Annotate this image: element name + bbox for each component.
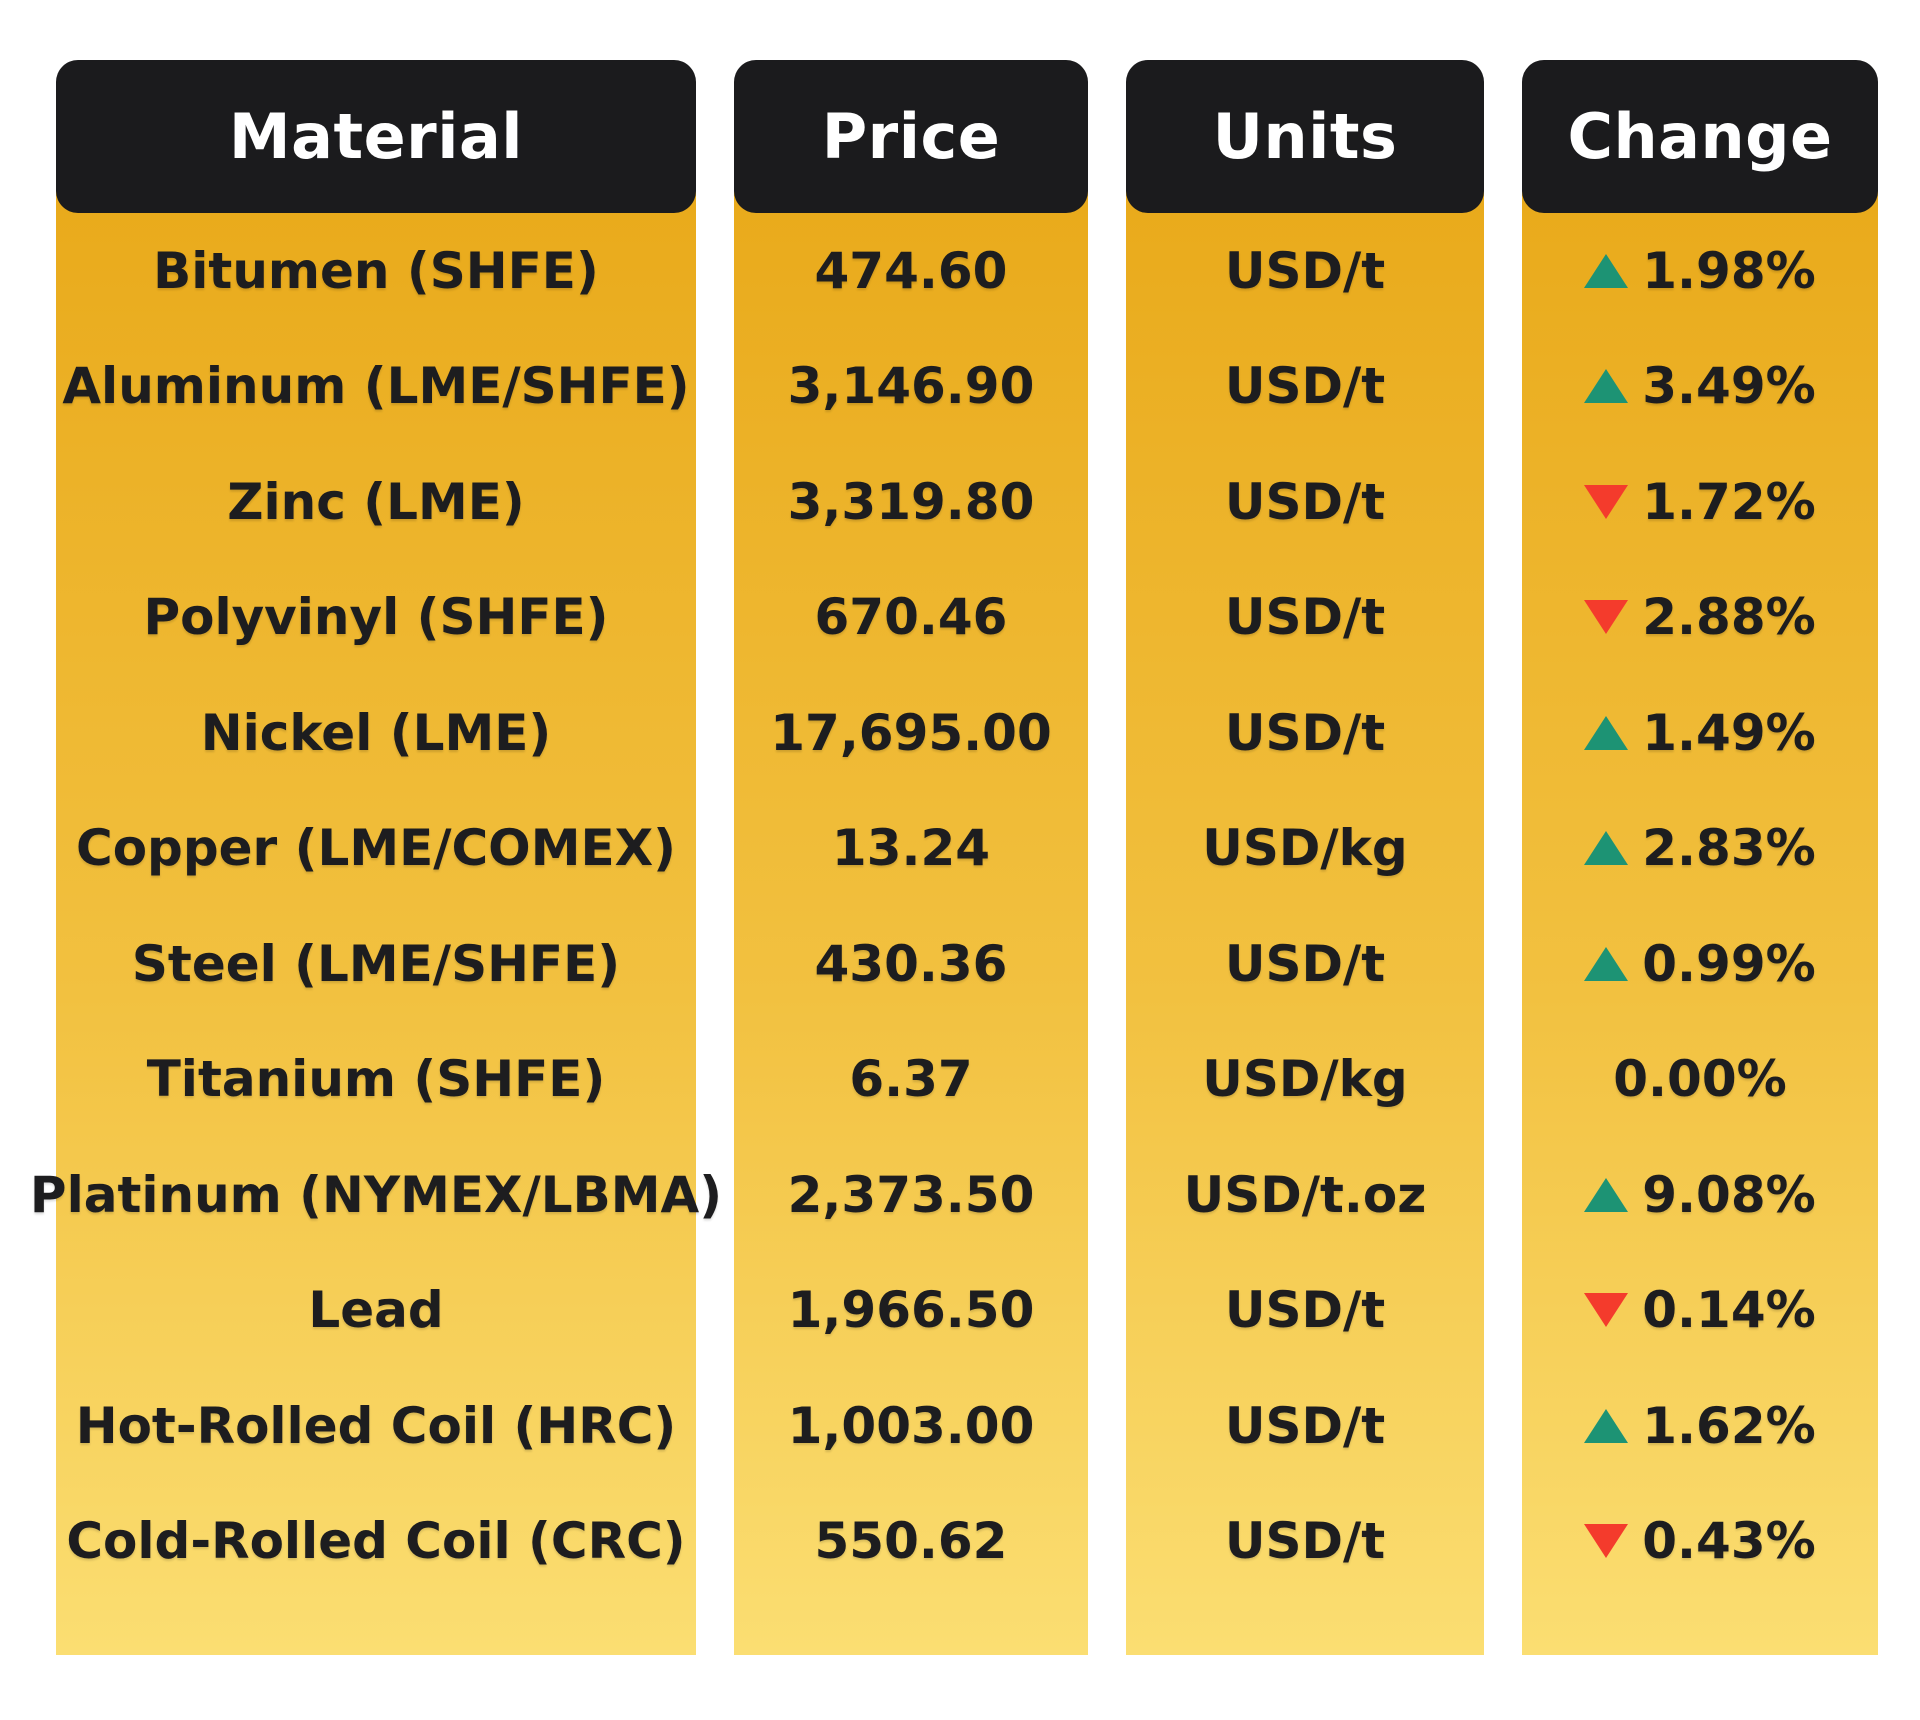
up-arrow-icon <box>1584 946 1629 981</box>
up-arrow-icon <box>1584 369 1629 404</box>
change-value: 1.62% <box>1642 1396 1816 1455</box>
column-body-price: 474.60 3,146.90 3,319.80 670.46 17,695.00 13.… <box>734 191 1088 1655</box>
change-cell: 2.88% <box>1522 560 1878 676</box>
units-cell: USD/t <box>1224 703 1386 762</box>
column-body-material: Bitumen (SHFE) Aluminum (LME/SHFE) Zinc (L… <box>29 191 723 1655</box>
column-header-price-label: Price <box>821 100 1001 173</box>
units-cell: USD/t <box>1224 1396 1386 1455</box>
material-cell: Bitumen (SHFE) <box>153 241 599 300</box>
change-value: 9.08% <box>1642 1165 1816 1224</box>
units-cell: USD/t <box>1224 934 1386 993</box>
units-cell: USD/t.oz <box>1183 1165 1427 1224</box>
price-cell: 1,003.00 <box>787 1396 1035 1455</box>
down-arrow-icon <box>1584 1524 1629 1559</box>
column-header-change-label: Change <box>1567 100 1833 173</box>
material-cell: Lead <box>308 1281 444 1340</box>
units-cell: USD/t <box>1224 241 1386 300</box>
material-cell: Nickel (LME) <box>200 703 552 762</box>
change-cell: 3.49% <box>1522 329 1878 445</box>
material-cell: Cold-Rolled Coil (CRC) <box>66 1512 686 1571</box>
material-cell: Titanium (SHFE) <box>146 1050 606 1109</box>
change-cell: 0.00% <box>1522 1022 1878 1138</box>
change-cell: 0.99% <box>1522 906 1878 1022</box>
change-cell: 1.49% <box>1522 675 1878 791</box>
units-cell: USD/t <box>1224 1281 1386 1340</box>
units-cell: USD/t <box>1224 588 1386 647</box>
column-header-material-label: Material <box>228 100 524 173</box>
change-value: 2.83% <box>1642 819 1816 878</box>
change-value: 0.00% <box>1613 1050 1787 1109</box>
down-arrow-icon <box>1584 484 1629 519</box>
price-cell: 13.24 <box>831 819 991 878</box>
material-cell: Steel (LME/SHFE) <box>131 934 621 993</box>
column-price: Price 474.60 3,146.90 3,319.80 670.46 17,695… <box>734 60 1088 1655</box>
column-change: Change 1.98% 3.49% 1.72% 2.88% 1.49% 2.83% 0.9… <box>1522 60 1878 1655</box>
change-value: 1.98% <box>1642 241 1816 300</box>
price-cell: 3,146.90 <box>787 357 1035 416</box>
column-header-material: Material <box>56 60 696 213</box>
price-cell: 2,373.50 <box>787 1165 1035 1224</box>
up-arrow-icon <box>1584 831 1629 866</box>
up-arrow-icon <box>1584 253 1629 288</box>
change-value: 3.49% <box>1642 357 1816 416</box>
price-cell: 3,319.80 <box>787 472 1035 531</box>
material-cell: Hot-Rolled Coil (HRC) <box>75 1396 677 1455</box>
price-cell: 1,966.50 <box>787 1281 1035 1340</box>
down-arrow-icon <box>1584 1293 1629 1328</box>
units-cell: USD/t <box>1224 1512 1386 1571</box>
units-cell: USD/t <box>1224 472 1386 531</box>
change-value: 1.49% <box>1642 703 1816 762</box>
down-arrow-icon <box>1584 600 1629 635</box>
change-value: 0.99% <box>1642 934 1816 993</box>
change-value: 0.14% <box>1642 1281 1816 1340</box>
column-body-change: 1.98% 3.49% 1.72% 2.88% 1.49% 2.83% 0.99% 0.00%… <box>1522 191 1878 1655</box>
change-value: 2.88% <box>1642 588 1816 647</box>
column-body-units: USD/t USD/t USD/t USD/t USD/t USD/kg USD/t USD/… <box>1126 191 1484 1655</box>
units-cell: USD/t <box>1224 357 1386 416</box>
change-cell: 1.72% <box>1522 444 1878 560</box>
material-cell: Aluminum (LME/SHFE) <box>62 357 690 416</box>
price-cell: 17,695.00 <box>770 703 1052 762</box>
column-header-change: Change <box>1522 60 1878 213</box>
change-cell: 9.08% <box>1522 1137 1878 1253</box>
material-cell: Copper (LME/COMEX) <box>76 819 676 878</box>
units-cell: USD/kg <box>1202 819 1408 878</box>
change-cell: 0.43% <box>1522 1484 1878 1600</box>
up-arrow-icon <box>1584 715 1629 750</box>
price-cell: 670.46 <box>814 588 1008 647</box>
material-cell: Platinum (NYMEX/LBMA) <box>29 1165 723 1224</box>
change-value: 1.72% <box>1642 472 1816 531</box>
change-cell: 0.14% <box>1522 1253 1878 1369</box>
price-cell: 6.37 <box>849 1050 973 1109</box>
column-header-units: Units <box>1126 60 1484 213</box>
material-cell: Zinc (LME) <box>227 472 525 531</box>
column-header-price: Price <box>734 60 1088 213</box>
price-cell: 550.62 <box>814 1512 1008 1571</box>
change-value: 0.43% <box>1642 1512 1816 1571</box>
change-cell: 1.62% <box>1522 1368 1878 1484</box>
price-cell: 474.60 <box>814 241 1008 300</box>
price-cell: 430.36 <box>814 934 1008 993</box>
up-arrow-icon <box>1584 1408 1629 1443</box>
change-cell: 2.83% <box>1522 791 1878 907</box>
column-material: Material Bitumen (SHFE) Aluminum (LME/SHF… <box>29 60 723 1655</box>
change-cell: 1.98% <box>1522 213 1878 329</box>
units-cell: USD/kg <box>1202 1050 1408 1109</box>
material-cell: Polyvinyl (SHFE) <box>143 588 609 647</box>
column-header-units-label: Units <box>1212 100 1398 173</box>
column-units: Units USD/t USD/t USD/t USD/t USD/t USD/kg USD… <box>1126 60 1484 1655</box>
up-arrow-icon <box>1584 1177 1629 1212</box>
